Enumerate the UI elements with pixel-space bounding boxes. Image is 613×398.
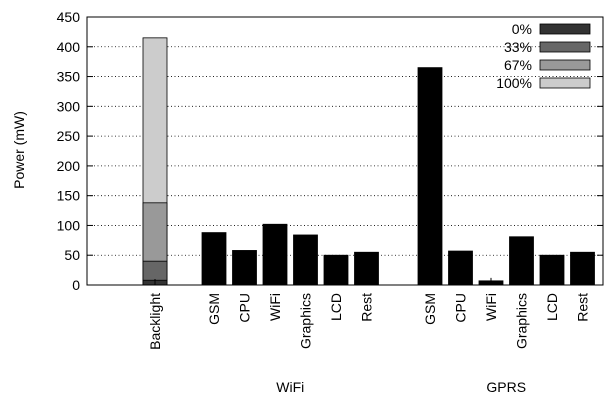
x-tick-label: GSM (422, 293, 438, 325)
x-tick-label: Backlight (147, 293, 163, 350)
y-tick-label: 300 (57, 98, 81, 114)
legend-swatch (539, 59, 591, 71)
x-tick-label: Rest (359, 293, 375, 322)
y-tick-label: 350 (57, 69, 81, 85)
legend: 0% 33% 67% 100% (496, 21, 591, 91)
x-tick-label: WiFi (267, 293, 283, 321)
legend-swatch (539, 41, 591, 53)
group-label-wifi: WiFi (276, 379, 304, 395)
y-tick-label: 400 (57, 39, 81, 55)
bar-wifi-wifi (262, 223, 288, 286)
x-tick-label: LCD (328, 293, 344, 321)
x-tick-label: LCD (544, 293, 560, 321)
y-tick-label: 0 (72, 277, 80, 293)
y-axis-label: Power (mW) (11, 111, 27, 189)
x-tick-label: Rest (575, 293, 591, 322)
bar-gprs-graphics (509, 236, 534, 286)
legend-swatch (539, 77, 591, 89)
x-tick-label: WiFi (483, 293, 499, 321)
legend-label: 67% (504, 57, 532, 73)
y-tick-label: 100 (57, 217, 81, 233)
legend-label: 33% (504, 39, 532, 55)
group-label-gprs: GPRS (486, 379, 526, 395)
legend-label: 0% (512, 21, 532, 37)
x-tick-label: Graphics (298, 293, 314, 349)
plot-frame (86, 16, 604, 286)
y-tick-label: 50 (64, 247, 80, 263)
bar-wifi-gsm (201, 232, 227, 286)
x-tick-label: GSM (206, 293, 222, 325)
y-tick-label: 150 (57, 188, 81, 204)
y-tick-label: 250 (57, 128, 81, 144)
x-tick-label: CPU (237, 293, 253, 323)
bar-wifi-graphics (293, 234, 318, 286)
legend-label: 100% (496, 75, 532, 91)
legend-swatch (539, 23, 591, 35)
x-tick-label: Graphics (514, 293, 530, 349)
y-tick-label: 450 (57, 9, 81, 25)
y-tick-label: 200 (57, 158, 81, 174)
x-tick-label: CPU (453, 293, 469, 323)
bar-gprs-gsm (417, 67, 443, 286)
axes: 0 50 100 150 200 250 300 350 400 450 Backlight GSM C… (57, 9, 603, 395)
